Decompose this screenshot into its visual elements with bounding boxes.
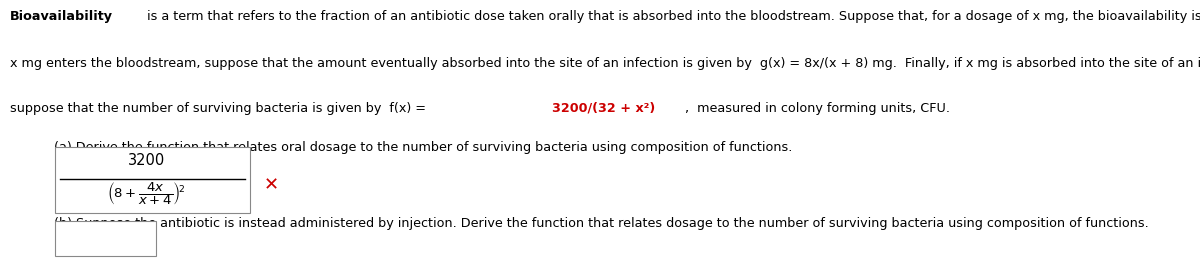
Text: is a term that refers to the fraction of an antibiotic dose taken orally that is: is a term that refers to the fraction of… [143,10,1200,23]
Text: 3200: 3200 [127,153,166,168]
Text: 3200/(32 + x²): 3200/(32 + x²) [552,102,655,115]
Text: ,  measured in colony forming units, CFU.: , measured in colony forming units, CFU. [685,102,949,115]
FancyBboxPatch shape [55,221,156,256]
Text: Bioavailability: Bioavailability [10,10,113,23]
Text: $\left(8+\dfrac{4x}{x+4}\right)^{\!2}$: $\left(8+\dfrac{4x}{x+4}\right)^{\!2}$ [107,180,186,207]
Text: suppose that the number of surviving bacteria is given by  f(x) =: suppose that the number of surviving bac… [10,102,430,115]
Text: (a) Derive the function that relates oral dosage to the number of surviving bact: (a) Derive the function that relates ora… [54,141,792,154]
Text: x mg enters the bloodstream, suppose that the amount eventually absorbed into th: x mg enters the bloodstream, suppose tha… [10,57,1200,70]
FancyBboxPatch shape [55,147,250,213]
Text: (b) Suppose the antibiotic is instead administered by injection. Derive the func: (b) Suppose the antibiotic is instead ad… [54,217,1148,230]
Text: ✕: ✕ [264,176,280,194]
